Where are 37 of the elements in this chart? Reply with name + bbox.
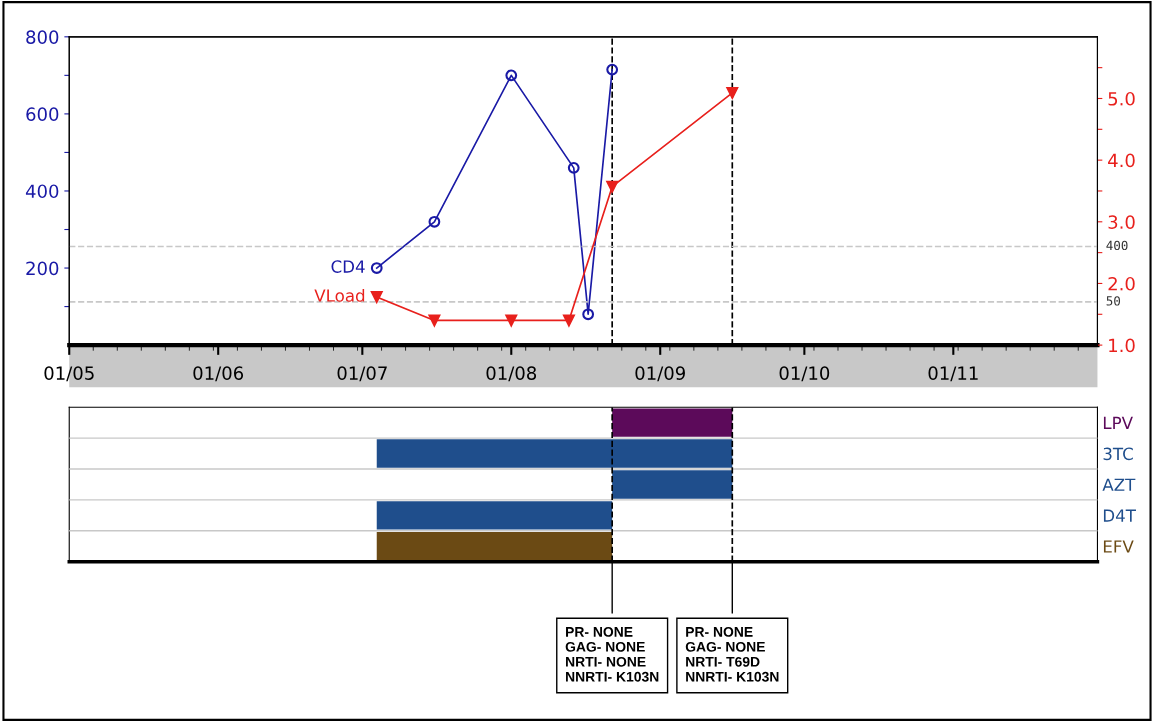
point bbox=[582, 308, 595, 321]
x-tick-label: 01/07 bbox=[337, 366, 387, 382]
x-tick-label: 01/06 bbox=[193, 366, 244, 382]
y2-tick-label: 3.0 bbox=[1108, 215, 1135, 229]
point bbox=[563, 314, 575, 327]
point bbox=[428, 215, 441, 228]
y-tick-label: 400 bbox=[25, 184, 59, 199]
point bbox=[505, 69, 518, 82]
y2-tick-label: 1.0 bbox=[1109, 338, 1135, 353]
y-tick-label: D4T bbox=[1103, 509, 1136, 522]
x-tick-label: 01/05 bbox=[44, 366, 94, 382]
y-tick-label: 200 bbox=[26, 261, 59, 276]
ref-line-label: PR- NONE GAG- NONE NRTI- NONE NNRTI- K103N bbox=[565, 626, 659, 682]
point bbox=[505, 314, 518, 327]
y-tick-label: 800 bbox=[26, 30, 59, 44]
y2-tick-label: 2.0 bbox=[1108, 276, 1135, 291]
y-tick-label: LPV bbox=[1103, 416, 1133, 429]
x-tick-label: 01/11 bbox=[928, 366, 978, 382]
point bbox=[606, 180, 619, 193]
y2-tick-label: 5.0 bbox=[1108, 91, 1135, 106]
ref-line-label: PR- NONE GAG- NONE NRTI- T69D NNRTI- K103N bbox=[685, 626, 779, 682]
x-tick-label: 01/09 bbox=[635, 366, 685, 382]
point bbox=[428, 314, 441, 327]
y-tick-label: 3TC bbox=[1103, 447, 1133, 461]
y-tick-label: EFV bbox=[1103, 540, 1134, 553]
y-tick-label: 600 bbox=[26, 107, 59, 122]
series-label: CD4 bbox=[331, 260, 365, 273]
series-label: VLoad bbox=[314, 288, 365, 302]
point bbox=[726, 87, 739, 99]
x-tick-label: 01/10 bbox=[779, 366, 830, 382]
point bbox=[370, 262, 383, 274]
y-tick-label: AZT bbox=[1102, 478, 1136, 491]
y2-tick-label: 4.0 bbox=[1108, 153, 1135, 168]
point bbox=[606, 63, 619, 76]
x-tick-label: 01/08 bbox=[486, 366, 537, 382]
text: 50 bbox=[1106, 296, 1121, 306]
point bbox=[567, 161, 580, 174]
